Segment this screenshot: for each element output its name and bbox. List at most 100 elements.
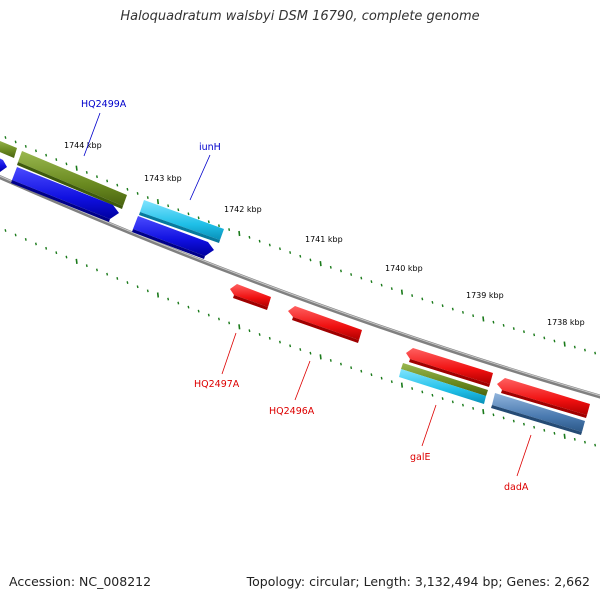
outer-tick [370, 280, 373, 284]
outer-tick [106, 179, 109, 183]
scale-label-1744: 1744 kbp [64, 141, 102, 150]
inner-tick [75, 258, 78, 264]
inner-tick [268, 336, 271, 340]
inner-tick [451, 400, 454, 404]
gene-red-hq2497a[interactable] [230, 284, 271, 310]
outer-tick [553, 339, 556, 343]
inner-tick [167, 297, 170, 301]
inner-tick-row [4, 229, 597, 447]
inner-tick [319, 354, 322, 360]
outer-tick [116, 183, 119, 187]
scale-label-1738: 1738 kbp [547, 318, 585, 327]
gene-label-hq2497a[interactable]: HQ2497A [194, 379, 240, 390]
inner-tick [370, 373, 373, 377]
outer-tick [136, 192, 139, 195]
outer-tick [390, 287, 393, 291]
reverse-genes [230, 284, 590, 435]
outer-tick [278, 247, 281, 251]
gene-olive-hq2499a[interactable] [17, 151, 127, 209]
outer-tick [360, 276, 363, 280]
gene-label-hq2499a[interactable]: HQ2499A [81, 99, 127, 110]
scale-label-1739: 1739 kbp [466, 291, 504, 300]
outer-tick [319, 261, 322, 267]
gene-label-hq2496a[interactable]: HQ2496A [269, 406, 315, 417]
gene-label-gale[interactable]: galE [410, 452, 431, 463]
inner-tick [156, 292, 160, 298]
gene-blue-left-edge[interactable] [0, 156, 7, 172]
gene-blue-iunh[interactable] [132, 216, 214, 259]
gene-blue-hq2499a[interactable] [11, 167, 119, 222]
inner-tick [116, 276, 119, 280]
inner-tick [207, 313, 210, 317]
inner-tick [146, 289, 149, 293]
inner-tick [573, 437, 576, 441]
outer-tick [512, 327, 515, 330]
outer-tick-row [4, 136, 597, 355]
outer-tick [126, 187, 129, 191]
outer-tick [95, 175, 98, 179]
outer-tick [339, 269, 342, 273]
inner-tick [380, 376, 383, 380]
pointer-gale [421, 404, 437, 447]
outer-tick [258, 239, 261, 243]
outer-tick [563, 341, 566, 347]
outer-tick [45, 153, 48, 157]
outer-tick [502, 323, 505, 327]
inner-tick [45, 246, 48, 250]
inner-tick [278, 340, 281, 344]
gene-label-dada[interactable]: dadA [504, 482, 529, 493]
gene-cyan-iunh[interactable] [139, 200, 224, 243]
outer-tick [451, 307, 454, 311]
gene-red-hq2496a[interactable] [288, 306, 362, 343]
gene-red-dada-upper[interactable] [497, 378, 590, 418]
outer-tick [207, 220, 210, 224]
inner-tick [329, 359, 332, 362]
gene-olive-gale[interactable] [401, 363, 488, 396]
outer-tick [309, 258, 312, 262]
inner-tick [563, 433, 566, 439]
outer-tick [482, 316, 485, 322]
inner-tick [248, 329, 251, 333]
inner-tick [400, 382, 404, 388]
inner-tick [553, 431, 556, 435]
inner-tick [502, 416, 505, 420]
outer-tick [492, 320, 495, 324]
inner-tick [522, 422, 525, 426]
inner-tick [309, 351, 312, 355]
inner-tick [34, 242, 37, 246]
outer-tick [431, 300, 434, 304]
gene-olive-left-edge[interactable] [0, 139, 17, 158]
inner-tick [14, 233, 17, 237]
gene-steel-dada[interactable] [491, 393, 585, 435]
gene-red-gale-upper[interactable] [406, 348, 493, 387]
outer-tick [156, 199, 160, 205]
pointer-hq2499a [83, 112, 101, 157]
outer-tick [65, 162, 68, 166]
inner-tick [177, 301, 180, 305]
inner-tick [543, 428, 546, 432]
outer-tick [594, 351, 597, 355]
outer-tick [472, 314, 475, 318]
inner-tick [350, 366, 353, 370]
outer-tick [441, 304, 444, 308]
pointer-dada [516, 434, 532, 477]
gene-cyan-gale[interactable] [399, 369, 486, 404]
inner-tick [24, 238, 27, 241]
pointer-hq2497a [221, 332, 237, 375]
map-title: Haloquadratum walsbyi DSM 16790, complet… [120, 9, 480, 24]
outer-tick [573, 345, 576, 349]
outer-tick [461, 310, 464, 314]
inner-tick [126, 281, 129, 284]
inner-tick [258, 333, 261, 336]
inner-tick [461, 403, 464, 407]
inner-tick [492, 413, 495, 417]
outer-tick [299, 254, 302, 258]
outer-tick [238, 230, 241, 237]
inner-tick [411, 387, 414, 390]
inner-tick [95, 268, 98, 272]
gene-label-iunh[interactable]: iunH [199, 142, 221, 153]
outer-tick [55, 158, 58, 161]
scale-label-1740: 1740 kbp [385, 264, 423, 273]
outer-tick [522, 330, 525, 334]
